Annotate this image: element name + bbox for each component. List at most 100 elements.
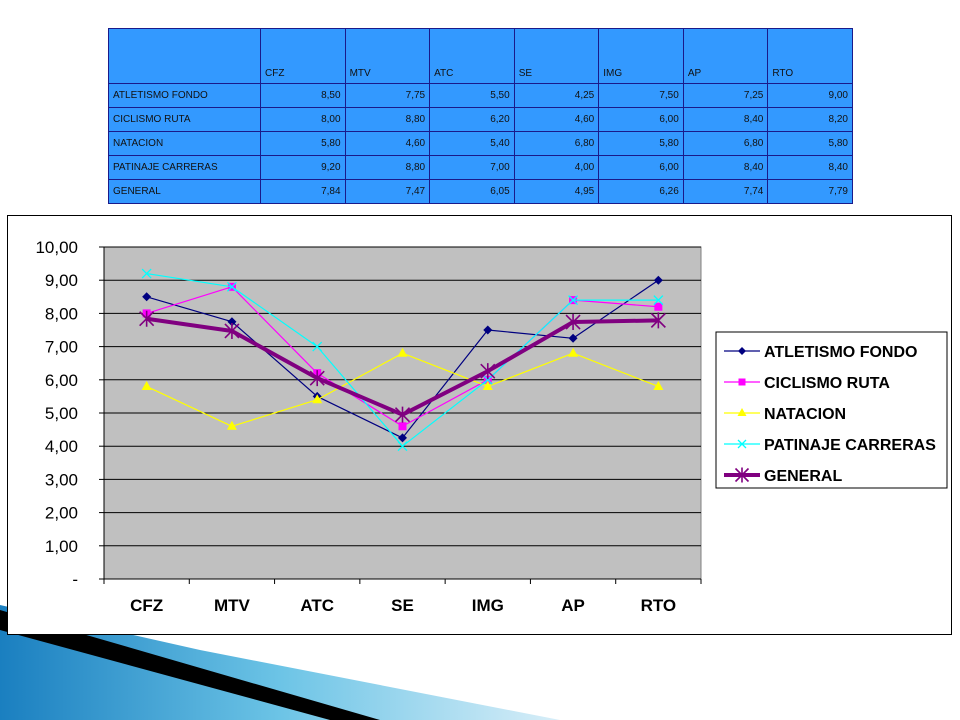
data-point: [141, 268, 152, 279]
table-column-header: MTV: [344, 28, 431, 84]
table-cell: 7,47: [344, 179, 431, 204]
legend-label: NATACION: [764, 406, 846, 423]
data-point: [139, 310, 155, 327]
table-row: NATACION 5,80 4,60 5,40 6,80 5,80 6,80 5,80: [108, 131, 853, 156]
table-cell: 5,40: [429, 131, 515, 156]
table-column-header: IMG: [598, 28, 684, 84]
x-tick-label: MTV: [214, 596, 251, 615]
data-point: [312, 341, 323, 352]
data-point: [568, 347, 579, 357]
table-cell: 6,00: [598, 107, 684, 132]
line-chart: 10,00 9,00 8,00 7,00 6,00 5,00 4,00 3,00 2,00 1,0…: [35, 238, 948, 615]
table-cell: 8,40: [682, 107, 769, 132]
data-point: [654, 302, 663, 311]
x-tick-label: RTO: [641, 596, 677, 615]
table-column-header: RTO: [767, 28, 853, 84]
table-column-header: CFZ: [260, 28, 346, 84]
table-cell: 7,84: [260, 179, 346, 204]
data-point: [398, 422, 407, 431]
x-tick-label: CFZ: [130, 596, 163, 615]
legend-label: ATLETISMO FONDO: [764, 344, 917, 361]
data-point: [650, 312, 666, 329]
table-cell: 5,80: [260, 131, 346, 156]
table-column-header: ATC: [429, 28, 515, 84]
data-point: [737, 439, 747, 449]
table-row-label: ATLETISMO FONDO: [108, 83, 261, 108]
legend: ATLETISMO FONDO CICLISMO RUTA NATACION PATI…: [715, 331, 948, 489]
table-cell: 5,50: [429, 83, 515, 108]
y-tick-label: 2,00: [45, 504, 78, 523]
data-point: [224, 322, 240, 339]
data-point: [141, 380, 152, 390]
data-point: [142, 292, 152, 302]
table-cell: 4,60: [344, 131, 431, 156]
table-cell: 8,40: [767, 155, 853, 180]
data-point: [653, 275, 663, 285]
table-cell: 7,75: [344, 83, 431, 108]
table-cell: 6,80: [682, 131, 769, 156]
data-point: [734, 467, 750, 483]
data-point: [312, 394, 323, 404]
table-cell: 6,20: [429, 107, 515, 132]
y-tick-label: 4,00: [45, 437, 78, 456]
legend-label: PATINAJE CARRERAS: [764, 437, 936, 454]
table-row-label: CICLISMO RUTA: [108, 107, 261, 132]
table-cell: 7,00: [429, 155, 515, 180]
table-row-label: NATACION: [108, 131, 261, 156]
table-cell: 4,25: [513, 83, 600, 108]
table-body: ATLETISMO FONDO 8,50 7,75 5,50 4,25 7,50 7,25 9…: [108, 83, 853, 204]
table-cell: 8,50: [260, 83, 346, 108]
table-cell: 4,95: [513, 179, 600, 204]
table-row-label: GENERAL: [108, 179, 261, 204]
y-tick-label: 6,00: [45, 371, 78, 390]
x-tick-label: ATC: [300, 596, 334, 615]
table-column-header: AP: [682, 28, 769, 84]
legend-item: NATACION: [724, 406, 846, 423]
table-cell: 7,79: [767, 179, 853, 204]
table-row: CICLISMO RUTA 8,00 8,80 6,20 4,60 6,00 8,40 8,2…: [108, 107, 853, 132]
table-row: GENERAL 7,84 7,47 6,05 4,95 6,26 7,74 7,79: [108, 179, 853, 204]
data-table: CFZ MTV ATC SE IMG AP RTO ATLETISMO FONDO 8,50 7…: [108, 28, 853, 204]
table-cell: 8,20: [767, 107, 853, 132]
table-cell: 6,05: [429, 179, 515, 204]
data-point: [482, 380, 493, 390]
x-tick-label: AP: [561, 596, 585, 615]
series-patinaje-carreras: [141, 268, 664, 452]
data-point: [397, 441, 408, 452]
data-point: [737, 408, 747, 416]
x-tick-label: SE: [391, 596, 414, 615]
table-cell: 8,80: [344, 107, 431, 132]
table-cell: 5,80: [767, 131, 853, 156]
table-cell: 6,00: [598, 155, 684, 180]
legend-item: GENERAL: [724, 467, 842, 485]
table-cell: 5,80: [598, 131, 684, 156]
data-point: [226, 281, 237, 292]
data-point: [397, 347, 408, 357]
decor-black-stripe: [0, 610, 380, 720]
table-corner-cell: [108, 28, 261, 84]
data-point: [738, 378, 746, 386]
legend-item: ATLETISMO FONDO: [724, 344, 917, 361]
y-tick-label: -: [72, 570, 78, 589]
series-natacion: [141, 347, 664, 430]
table-row: ATLETISMO FONDO 8,50 7,75 5,50 4,25 7,50 7,25 9…: [108, 83, 853, 108]
data-point: [565, 314, 581, 331]
table-cell: 4,60: [513, 107, 600, 132]
series-general: [139, 310, 666, 423]
table-cell: 8,40: [682, 155, 769, 180]
legend-item: PATINAJE CARRERAS: [724, 437, 936, 454]
data-point: [483, 325, 493, 335]
data-point: [482, 374, 493, 385]
legend-label: CICLISMO RUTA: [764, 375, 890, 392]
data-point: [653, 380, 664, 390]
legend-label: GENERAL: [764, 468, 842, 485]
table-cell: 6,80: [513, 131, 600, 156]
table-header-row: CFZ MTV ATC SE IMG AP RTO: [108, 28, 853, 84]
table-cell: 9,00: [767, 83, 853, 108]
table-cell: 6,26: [598, 179, 684, 204]
table-cell: 4,00: [513, 155, 600, 180]
data-point: [394, 406, 411, 423]
table-cell: 7,50: [598, 83, 684, 108]
data-point: [227, 317, 237, 327]
